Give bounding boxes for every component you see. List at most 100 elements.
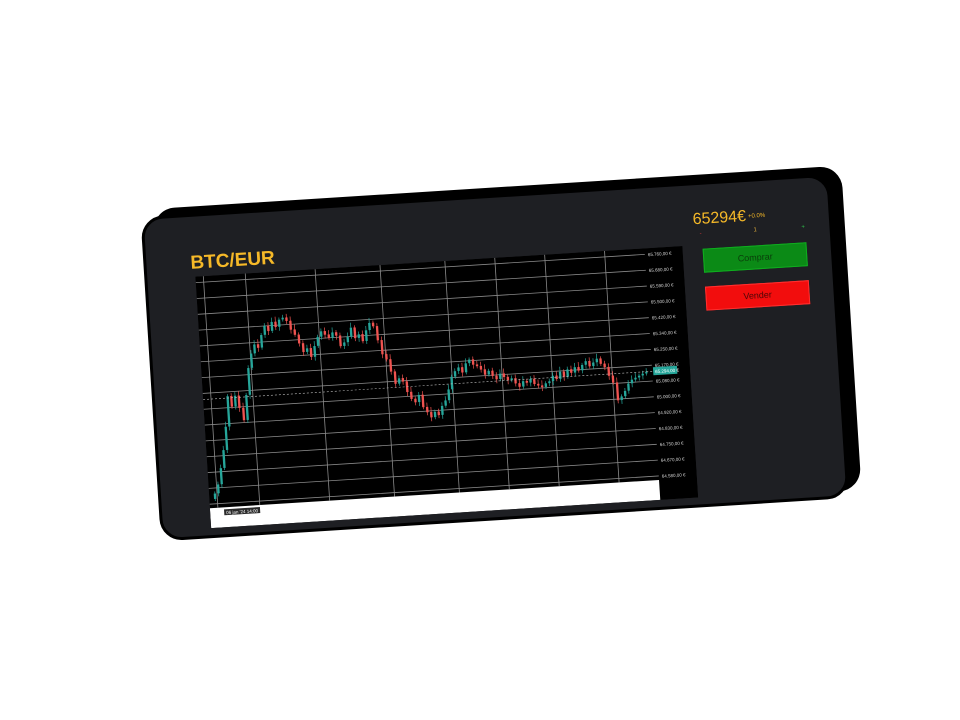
candle-body [457, 367, 460, 372]
qty-increase-button[interactable]: + [801, 224, 806, 231]
y-tick-label: 64.670,00 € [661, 456, 686, 463]
candle-body [371, 322, 375, 327]
trading-device: BTC/EUR 65.760,00 € 65.680,00 € 65.590,00 … [140, 173, 850, 542]
candle-body [514, 378, 517, 384]
y-tick-label: 65.420,00 € [652, 314, 677, 321]
candle-body [450, 376, 454, 390]
candle-body [281, 317, 284, 320]
candle-body [588, 360, 591, 367]
last-price-label: 65.294,00 € [655, 368, 680, 375]
candle-body [364, 330, 368, 342]
grid-line-h [208, 459, 658, 489]
candle-body [331, 332, 334, 338]
y-tick-label: 65.500,00 € [651, 298, 676, 305]
buy-button[interactable]: Comprar [702, 242, 808, 273]
candle-body [309, 347, 313, 358]
qty-decrease-button[interactable]: - [699, 230, 702, 237]
candle-body [256, 344, 260, 348]
grid-line-v [202, 276, 219, 508]
candle-body [569, 369, 573, 373]
candle-body [529, 378, 532, 383]
candle-body [270, 321, 274, 331]
candle-body [247, 368, 252, 395]
y-tick-label: 65.340,00 € [653, 330, 678, 337]
candle-body [346, 336, 350, 343]
candle-body [249, 353, 254, 368]
candle-body [603, 363, 606, 368]
candle-body [349, 327, 353, 337]
candle-body [266, 325, 270, 332]
candle-body [393, 371, 397, 384]
candle-body [533, 378, 536, 385]
y-tick-label: 65.250,00 € [654, 346, 679, 353]
candle-body [491, 370, 494, 377]
pair-title: BTC/EUR [189, 247, 276, 274]
grid-line-h [199, 317, 649, 347]
candle-body [417, 394, 421, 403]
candle-body [637, 375, 641, 378]
candle-body [409, 391, 413, 400]
candle-body [285, 317, 288, 322]
chart-svg[interactable]: 65.760,00 € 65.680,00 € 65.590,00 € 65.500,… [195, 246, 699, 529]
candle-body [293, 329, 297, 335]
grid-line-h [196, 269, 646, 299]
grid-line-h [207, 443, 657, 473]
candle-body [506, 376, 510, 381]
candle-body [479, 365, 483, 370]
candle-body [421, 394, 425, 408]
candle-body [471, 359, 475, 365]
grid-line-h [198, 301, 648, 331]
candle-body [595, 358, 599, 363]
candle-body [580, 364, 584, 371]
candle-body [611, 375, 615, 383]
candle-body [555, 375, 558, 380]
candle-body [230, 395, 234, 407]
grid-line-v [244, 273, 261, 506]
candle-body [544, 383, 548, 387]
grid-line-v [379, 265, 395, 497]
candle-body [277, 319, 281, 327]
candle-body [301, 343, 305, 353]
sell-button[interactable]: Vender [704, 280, 811, 311]
x-axis-label: 06 jan '24 14:00 [226, 508, 259, 515]
y-tick-label: 65.080,00 € [656, 377, 681, 384]
candle-body [323, 331, 327, 335]
candle-body [558, 371, 562, 379]
last-price-tag [652, 365, 678, 376]
chart-background [195, 246, 699, 529]
candle-body [475, 364, 479, 367]
last-price-line [203, 370, 653, 400]
candle-wick [634, 372, 637, 382]
candle-body [219, 468, 223, 485]
candle-body [623, 390, 627, 397]
y-tick-label: 65.590,00 € [650, 282, 675, 289]
candle-body [213, 493, 217, 499]
grid-line-h [202, 364, 652, 394]
candle-body [425, 406, 429, 413]
candle-body [498, 373, 502, 380]
candle-body [343, 342, 346, 347]
candle-body [216, 484, 220, 494]
candle-body [483, 369, 487, 375]
candle-body [453, 371, 457, 377]
candle-body [289, 320, 293, 330]
candle-body [460, 367, 464, 373]
candle-body [226, 396, 231, 427]
candle-body [334, 332, 338, 336]
candle-body [237, 395, 241, 409]
candle-body [518, 383, 521, 387]
candle-body [357, 334, 361, 338]
candle-body [245, 394, 249, 421]
grid-line-v [494, 257, 510, 490]
candle-body [316, 336, 320, 346]
candle-body [263, 325, 267, 335]
y-tick-label: 64.830,00 € [659, 425, 684, 432]
candle-body [253, 344, 256, 354]
y-tick-label: 64.920,00 € [658, 409, 683, 416]
price-chart[interactable]: 65.760,00 € 65.680,00 € 65.590,00 € 65.500,… [195, 246, 699, 529]
candle-body [634, 377, 637, 380]
candle-body [385, 353, 388, 360]
candle-body [274, 321, 277, 328]
candle-body [319, 331, 323, 337]
candle-body [233, 395, 237, 407]
